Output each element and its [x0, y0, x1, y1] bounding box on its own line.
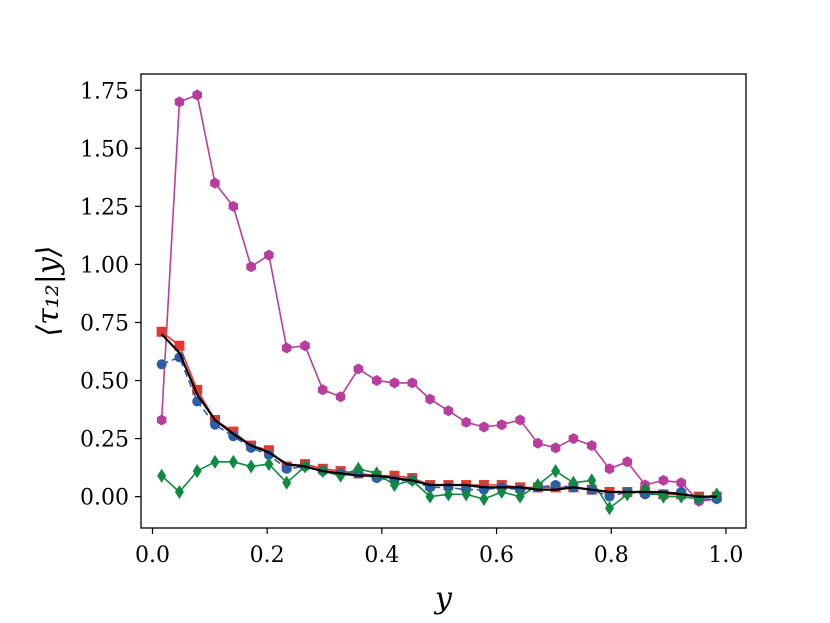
data-point [443, 487, 453, 502]
data-point [443, 405, 454, 417]
data-point [300, 340, 310, 352]
y-tick-label: 1.50 [80, 137, 129, 162]
plot-frame [140, 73, 747, 529]
data-point [335, 391, 346, 403]
data-point [461, 416, 471, 428]
data-point [156, 326, 167, 337]
data-point [640, 482, 650, 497]
x-tick-label: 0.6 [479, 543, 514, 568]
data-point [192, 464, 202, 479]
data-point [515, 489, 525, 504]
data-point [389, 377, 400, 389]
series-3 [157, 454, 722, 516]
data-point [281, 342, 292, 354]
data-point [568, 475, 578, 490]
data-point [497, 485, 507, 500]
series-line [161, 356, 717, 500]
data-point [318, 384, 328, 396]
y-tick-label: 0.25 [80, 428, 129, 453]
y-axis-label: ⟨τ₁₂|y⟩ [31, 245, 66, 336]
data-point [389, 478, 399, 493]
series-0 [156, 89, 722, 507]
data-point [228, 454, 238, 469]
y-tick-label: 1.00 [80, 253, 129, 278]
data-point [550, 480, 561, 491]
data-point [353, 363, 364, 375]
data-point [550, 442, 561, 454]
data-point [622, 456, 633, 468]
data-point [425, 489, 435, 504]
data-point [156, 359, 167, 370]
data-point [246, 442, 257, 453]
data-point [246, 459, 256, 474]
data-point [461, 487, 471, 502]
data-point [174, 340, 185, 351]
y-tick-label: 0.00 [80, 486, 129, 511]
data-point [551, 464, 561, 479]
series-4 [160, 333, 717, 498]
data-point [605, 501, 615, 516]
data-point [210, 454, 220, 469]
data-point [515, 414, 525, 426]
data-point [604, 463, 615, 475]
data-point [157, 468, 167, 483]
data-point [712, 487, 722, 502]
ticks-layer: 0.0 0.2 0.4 0.6 0.8 1.0 0.00 0.25 0.50 0.75 1.00 1.… [80, 79, 743, 568]
data-point [264, 457, 274, 472]
data-point [676, 477, 686, 489]
y-tick-label: 1.75 [80, 79, 129, 104]
series-layer [156, 89, 722, 516]
x-tick-label: 0.0 [135, 543, 170, 568]
data-point [174, 485, 184, 500]
data-point [425, 393, 435, 405]
data-point [479, 491, 489, 506]
data-point [281, 463, 292, 474]
data-point [533, 437, 543, 449]
data-point [587, 440, 597, 452]
data-point [587, 473, 597, 488]
x-axis-label: y [433, 581, 453, 616]
data-point [353, 461, 363, 476]
x-tick-label: 1.0 [708, 543, 743, 568]
series-line [160, 333, 717, 498]
data-point [246, 261, 256, 273]
data-point [192, 384, 203, 395]
data-point [568, 433, 579, 445]
data-point [282, 475, 292, 490]
data-point [264, 249, 274, 261]
data-point [407, 377, 417, 389]
y-tick-label: 0.50 [80, 370, 129, 395]
data-point [156, 414, 167, 426]
data-point [604, 491, 615, 502]
data-point [622, 487, 632, 502]
data-point [496, 419, 507, 431]
x-tick-label: 0.4 [364, 543, 399, 568]
data-point [479, 421, 489, 433]
data-point [210, 177, 220, 189]
data-point [192, 89, 202, 101]
series-2 [156, 352, 722, 504]
series-line [161, 331, 717, 498]
y-tick-label: 1.25 [80, 195, 129, 220]
data-point [174, 96, 185, 108]
data-point [228, 200, 239, 212]
x-tick-label: 0.2 [250, 543, 285, 568]
data-point [371, 375, 382, 386]
data-point [658, 474, 669, 486]
x-tick-label: 0.8 [594, 543, 629, 568]
data-point [228, 431, 239, 442]
y-tick-label: 0.75 [80, 311, 129, 336]
